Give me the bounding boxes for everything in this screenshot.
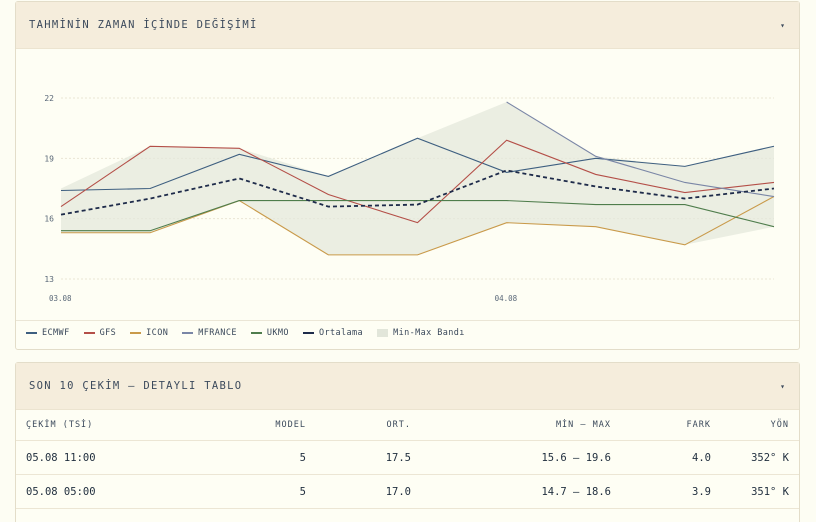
detail-table: ÇEKİM (TSİ) MODEL ORT. MİN – MAX FARK YÖ… (16, 410, 799, 509)
collapse-chevron-icon[interactable]: ▾ (780, 381, 785, 391)
cell-model: 5 (186, 474, 316, 509)
cell-model: 5 (186, 440, 316, 475)
cell-ort: 17.0 (316, 474, 421, 509)
col-fark[interactable]: FARK (621, 410, 721, 441)
y-tick-label: 16 (44, 215, 54, 224)
forecast-change-panel: TAHMİNİN ZAMAN İÇİNDE DEĞİŞİMİ ▾ 13 16 19 2… (15, 1, 800, 350)
table-row[interactable]: 05.08 05:00 5 17.0 14.7 – 18.6 3.9 351° … (16, 474, 799, 509)
series-line-gfs (60, 139, 775, 224)
min-max-band (61, 102, 774, 255)
cell-minmax: 14.7 – 18.6 (421, 474, 621, 509)
col-yon[interactable]: YÖN (721, 410, 799, 441)
legend-label-gfs: GFS (99, 328, 117, 338)
detail-table-panel: SON 10 ÇEKİM — DETAYLI TABLO ▾ ÇEKİM (TS… (15, 362, 800, 522)
table-row[interactable]: 05.08 11:00 5 17.5 15.6 – 19.6 4.0 352° … (16, 440, 799, 475)
cell-cekim: 05.08 05:00 (16, 474, 186, 509)
col-ort[interactable]: ORT. (316, 410, 421, 441)
legend-item-mfrance[interactable]: MFRANCE (182, 328, 237, 338)
col-cekim[interactable]: ÇEKİM (TSİ) (16, 410, 186, 441)
legend-item-ortalama[interactable]: Ortalama (302, 328, 364, 338)
cell-yon: 351° K (721, 474, 799, 509)
legend-item-band[interactable]: Min-Max Bandı (377, 328, 465, 338)
y-tick-label: 19 (44, 154, 54, 163)
forecast-change-title: TAHMİNİN ZAMAN İÇİNDE DEĞİŞİMİ (29, 19, 258, 31)
legend-label-band: Min-Max Bandı (393, 328, 465, 338)
x-tick-label: 03.08 (49, 294, 72, 303)
legend-divider (16, 320, 799, 321)
cell-cekim: 05.08 11:00 (16, 440, 186, 475)
series-line-ecmwf (60, 137, 775, 192)
legend-swatch-gfs (83, 332, 95, 334)
legend-item-ukmo[interactable]: UKMO (250, 328, 289, 338)
legend-swatch-ukmo (250, 332, 262, 334)
series-line-mfrance (506, 101, 775, 198)
col-minmax[interactable]: MİN – MAX (421, 410, 621, 441)
legend-swatch-ecmwf (26, 332, 37, 334)
cell-minmax: 15.6 – 19.6 (421, 440, 621, 475)
legend-item-gfs[interactable]: GFS (83, 328, 117, 338)
forecast-change-header[interactable]: TAHMİNİN ZAMAN İÇİNDE DEĞİŞİMİ ▾ (16, 2, 799, 49)
series-line-ukmo (61, 200, 775, 232)
forecast-line-chart: 13 16 19 22 03.08 04.08 (44, 94, 775, 303)
detail-table-title: SON 10 ÇEKİM — DETAYLI TABLO (29, 380, 243, 392)
y-tick-label: 22 (44, 94, 54, 103)
collapse-chevron-icon[interactable]: ▾ (780, 20, 785, 30)
legend-item-ecmwf[interactable]: ECMWF (26, 328, 70, 338)
cell-fark: 3.9 (621, 474, 721, 509)
cell-fark: 4.0 (621, 440, 721, 475)
y-tick-label: 13 (44, 275, 54, 284)
legend-swatch-band (377, 329, 389, 337)
legend-swatch-mfrance (182, 332, 194, 334)
legend-label-ortalama: Ortalama (318, 328, 364, 338)
legend-item-icon[interactable]: ICON (130, 328, 168, 338)
legend-label-icon: ICON (146, 328, 169, 338)
table-header-row: ÇEKİM (TSİ) MODEL ORT. MİN – MAX FARK YÖ… (16, 410, 799, 441)
legend-label-ecmwf: ECMWF (42, 328, 70, 338)
cell-ort: 17.5 (316, 440, 421, 475)
legend-swatch-ortalama (302, 332, 314, 334)
x-tick-label: 04.08 (495, 294, 518, 303)
legend-label-mfrance: MFRANCE (198, 328, 237, 338)
legend-swatch-icon (130, 332, 142, 334)
series-line-icon (61, 196, 775, 256)
series-line-ortalama (60, 169, 775, 216)
col-model[interactable]: MODEL (186, 410, 316, 441)
cell-yon: 352° K (721, 440, 799, 475)
legend-label-ukmo: UKMO (266, 328, 289, 338)
chart-legend: ECMWF GFS ICON MFRANCE UKMO Ortalama Min… (26, 328, 479, 338)
detail-table-header[interactable]: SON 10 ÇEKİM — DETAYLI TABLO ▾ (16, 363, 799, 410)
